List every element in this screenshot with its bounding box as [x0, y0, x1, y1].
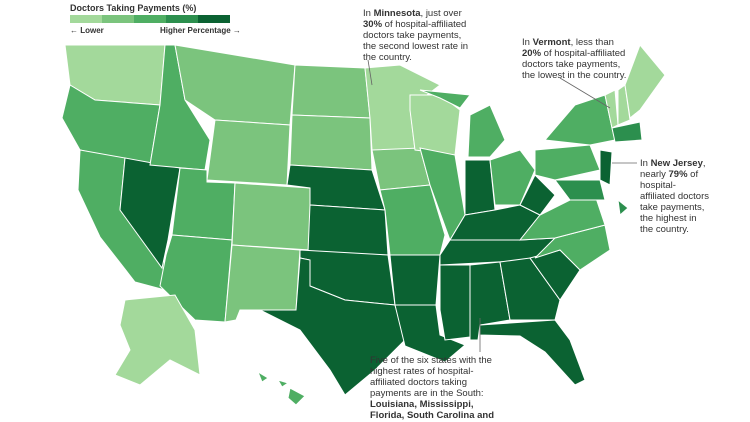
state: [544, 94, 616, 146]
legend-swatch: [102, 15, 134, 23]
state: [489, 149, 536, 206]
leader-line: [367, 59, 373, 86]
leader-line: [559, 77, 611, 109]
state: [394, 304, 466, 363]
annotation-text: 79%: [668, 169, 688, 180]
legend-swatch: [198, 15, 230, 23]
annotation: In Vermont, less than 20% of hospital-af…: [522, 37, 627, 81]
legend-swatch: [70, 15, 102, 23]
state: [206, 119, 291, 186]
annotation-text: Louisiana, Mississippi, Florida, South C…: [370, 399, 495, 422]
state: [439, 264, 471, 341]
annotation-text: Vermont: [532, 37, 571, 48]
state: [276, 379, 290, 388]
state: [499, 257, 561, 321]
state: [259, 257, 406, 396]
annotation-text: Five of the six states with the highest …: [370, 355, 492, 399]
state: [307, 204, 389, 256]
state: [611, 121, 643, 143]
state: [114, 294, 201, 386]
state: [624, 44, 666, 119]
state: [519, 174, 556, 216]
annotation-text: of hospital-affiliated doctors take paym…: [640, 169, 710, 235]
state: [467, 104, 506, 158]
state: [389, 254, 441, 306]
state: [291, 64, 371, 119]
annotation-text: New Jersey: [650, 158, 703, 169]
state: [617, 84, 631, 126]
annotation-text: of hospital-affiliated doctors take paym…: [522, 48, 627, 81]
annotation-text: , nearly: [640, 158, 706, 180]
annotation-text: of hospital-affiliated doctors take paym…: [363, 19, 469, 63]
state: [617, 198, 629, 216]
legend-swatch: [166, 15, 198, 23]
annotation-text: 20%: [522, 48, 542, 59]
state: [289, 114, 373, 171]
state: [479, 319, 586, 386]
annotation-text: , just over: [420, 8, 462, 19]
annotation: In New Jersey, nearly 79% of hospital-af…: [640, 158, 710, 235]
annotation-text: In: [522, 37, 533, 48]
annotation-text: Minnesota: [373, 8, 421, 19]
legend-high: Higher Percentage →: [160, 26, 241, 35]
annotation: In Minnesota, just over 30% of hospital-…: [363, 8, 475, 63]
legend-swatch: [134, 15, 166, 23]
annotation-text: In: [640, 158, 651, 169]
state: [287, 387, 306, 406]
state: [534, 144, 601, 181]
state: [231, 182, 311, 251]
annotation-text: In: [363, 8, 374, 19]
state: [554, 179, 606, 201]
legend-low: ← Lower: [70, 26, 104, 35]
legend-title: Doctors Taking Payments (%): [70, 3, 197, 13]
state: [419, 89, 471, 109]
state: [599, 149, 613, 186]
annotation: Five of the six states with the highest …: [370, 355, 500, 422]
state: [256, 370, 269, 383]
annotation-text: 30%: [363, 19, 383, 30]
annotation-text: , less than: [570, 37, 614, 48]
